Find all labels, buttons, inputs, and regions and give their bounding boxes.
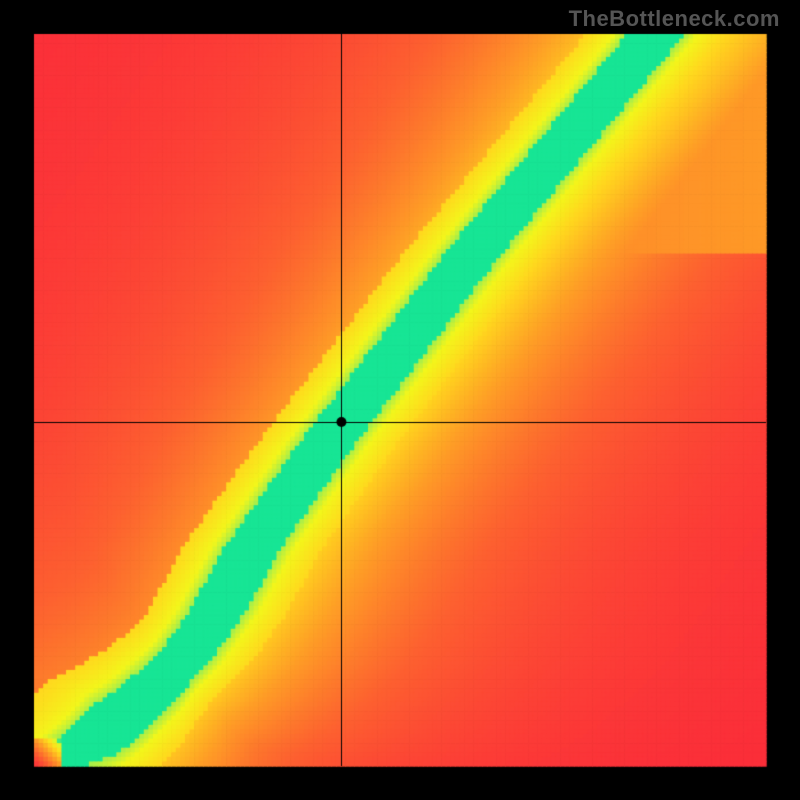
watermark-text: TheBottleneck.com [569, 6, 780, 32]
chart-container: TheBottleneck.com [0, 0, 800, 800]
bottleneck-heatmap [0, 0, 800, 800]
